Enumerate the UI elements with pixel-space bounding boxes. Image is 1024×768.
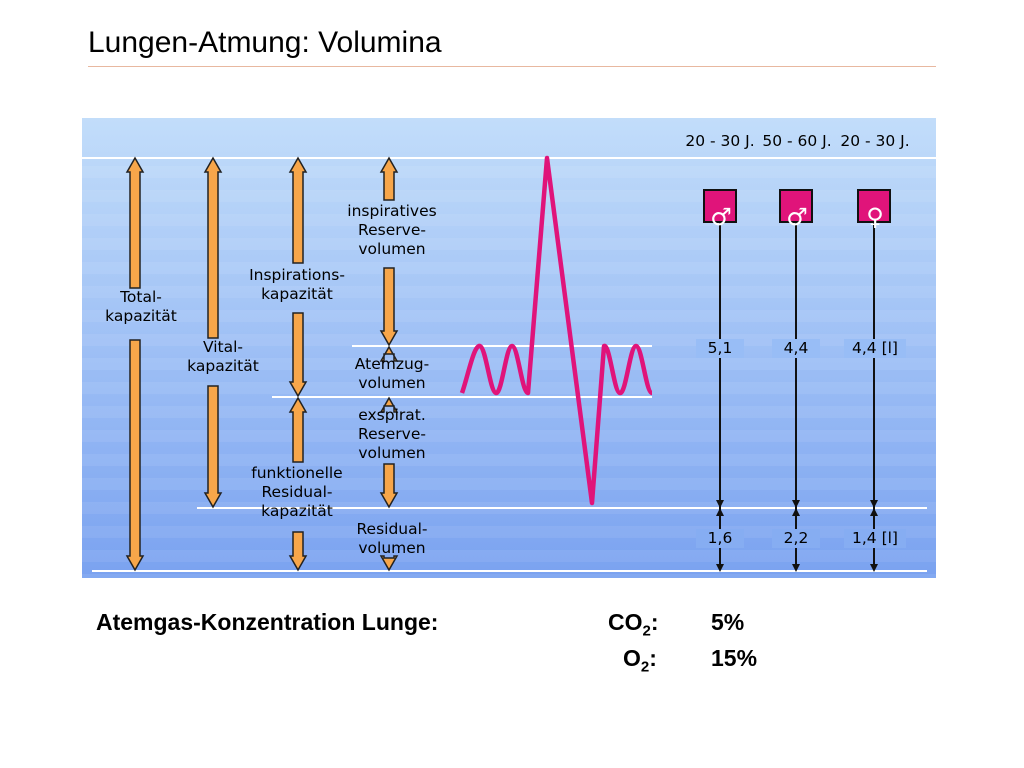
functional-residual-arrow-upper [288,396,308,463]
group-1-residual-arrow-top [716,500,724,508]
functional-residual-arrow-lower [288,531,308,572]
age-groups [703,189,891,572]
o2-gas: O2: [623,645,657,676]
group-3-bottom-arrow [870,564,878,572]
total-capacity-arrow-lower [125,339,145,572]
label-total-capacity: Total- kapazität [105,288,177,325]
label-residual-volume: Residual- volumen [356,520,428,557]
label-expiratory-reserve-volume: exspirat. Reserve- volumen [358,406,426,462]
group-1-symbol-box [703,189,737,223]
expiratory-reserve-arrow-upper [379,396,399,413]
group-1-male-symbol: ♂ [710,203,732,231]
o2-value: 15% [711,645,758,671]
vital-capacity-arrow-upper [203,156,223,339]
label-vital-capacity: Vital- kapazität [187,338,259,375]
total-capacity-arrow-upper [125,156,145,289]
expiratory-reserve-arrow-lower [379,463,399,509]
group-2-residual-arrow-top [792,500,800,508]
group-2-bottom-arrow [792,564,800,572]
concentration-label: Atemgas-Konzentration Lunge: [96,609,439,635]
inspiratory-reserve-arrow-upper [379,156,399,201]
label-tidal-volume: Atemzug- volumen [354,355,430,392]
residual-volume-arrow [379,555,399,572]
inspiration-capacity-arrow-lower [288,312,308,398]
group-1-bottom-arrow [716,564,724,572]
group-2-age: 50 - 60 J. [762,132,832,150]
group-3-symbol-box [857,189,891,223]
group-3-residual-arrow-mid [870,508,878,516]
group-2-vital-capacity: 4,4 [772,339,820,358]
label-inspiration-capacity: Inspirations- kapazität [249,266,345,303]
group-1-age: 20 - 30 J. [685,132,755,150]
inspiratory-reserve-arrow-lower [379,267,399,347]
title-underline [88,66,936,67]
level-lines [82,157,936,572]
group-1-residual-arrow-mid [716,508,724,516]
lung-volume-diagram: Total- kapazität Vital- kapazität Inspir… [82,118,936,578]
group-2-male-symbol: ♂ [786,203,808,231]
group-3-female-symbol: ♀ [866,203,884,231]
group-1-vital-capacity: 5,1 [696,339,744,358]
vital-capacity-arrow-lower [203,385,223,509]
co2-value: 5% [711,609,745,635]
group-2-residual-arrow-mid [792,508,800,516]
slide-title: Lungen-Atmung: Volumina [88,26,442,59]
group-3-residual-arrow-top [870,500,878,508]
group-3-vital-capacity: 4,4 [l] [844,339,906,358]
group-2-symbol-box [779,189,813,223]
inspiration-capacity-arrow-upper [288,156,308,264]
group-1-residual-volume: 1,6 [696,529,744,548]
label-functional-residual-capacity: funktionelle Residual- kapazität [251,464,343,520]
group-3-age: 20 - 30 J. [840,132,910,150]
tidal-volume-arrow [379,345,399,362]
group-2-residual-volume: 2,2 [772,529,820,548]
co2-gas: CO2: [608,609,659,640]
group-3-residual-volume: 1,4 [l] [844,529,906,548]
label-inspiratory-reserve-volume: inspiratives Reserve- volumen [347,202,437,258]
capacity-arrows [125,156,399,572]
breathing-wave [459,155,655,506]
